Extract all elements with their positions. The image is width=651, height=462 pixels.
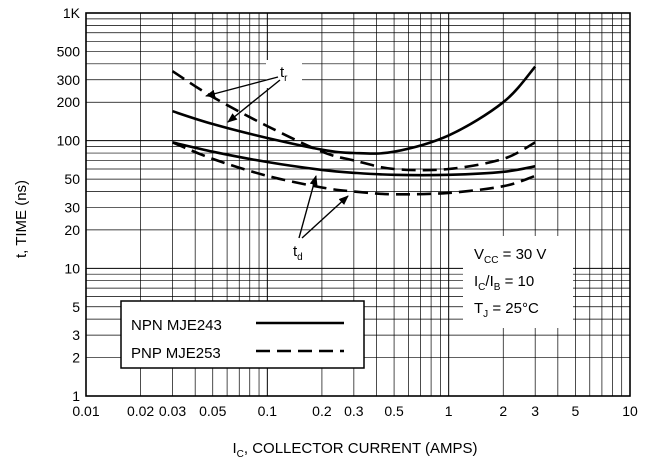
y-tick-label: 3	[72, 327, 80, 343]
annotation-td-arrow-pnp	[301, 195, 349, 239]
condition-tj: TJ = 25°C	[474, 300, 539, 320]
y-tick-label: 1K	[63, 5, 81, 21]
annotation-tr-arrow-npn	[227, 79, 281, 123]
x-tick-label: 0.5	[384, 403, 404, 419]
x-tick-label: 0.2	[312, 403, 332, 419]
annotation-td-bg	[281, 236, 317, 266]
y-axis-label: t, TIME (ns)	[13, 180, 30, 258]
annotation-td: td	[281, 175, 349, 266]
plot-frame	[85, 12, 631, 397]
legend-box	[120, 300, 365, 369]
y-tick-label: 30	[64, 199, 80, 215]
x-tick-label: 0.3	[344, 403, 364, 419]
y-tick-label: 20	[64, 222, 80, 238]
series-npn-td	[172, 141, 536, 177]
y-tick-label: 50	[64, 171, 80, 187]
y-tick-label: 5	[72, 299, 80, 315]
legend-label-pnp: PNP MJE253	[131, 345, 221, 362]
annotation-tr-label: tr	[280, 64, 288, 84]
x-tick-label: 1	[445, 403, 453, 419]
legend: NPN MJE243 PNP MJE253	[120, 300, 365, 369]
series-npn-tr	[172, 65, 537, 155]
annotation-td-label: td	[293, 243, 303, 263]
x-tick-label: 0.02	[127, 403, 154, 419]
x-tick-label: 0.03	[159, 403, 186, 419]
y-tick-label: 2	[72, 350, 80, 366]
y-tick-label: 300	[57, 72, 81, 88]
x-axis-label: IC, COLLECTOR CURRENT (AMPS)	[232, 440, 477, 460]
legend-label-npn: NPN MJE243	[131, 317, 222, 334]
x-tick-label: 0.01	[72, 403, 99, 419]
x-tick-label: 0.1	[258, 403, 278, 419]
x-tick-label: 0.05	[199, 403, 226, 419]
condition-ic-ib: IC/IB = 10	[474, 273, 534, 293]
series-pnp-td	[172, 141, 536, 196]
y-tick-label: 500	[57, 43, 81, 59]
series-pnp-tr	[171, 70, 536, 172]
annotation-tr: tr	[205, 60, 302, 123]
annotation-tr-bg	[266, 60, 302, 88]
x-tick-label: 5	[572, 403, 580, 419]
conditions-box	[463, 236, 573, 328]
y-tick-label: 200	[57, 94, 81, 110]
x-tick-label: 2	[499, 403, 507, 419]
y-tick-label: 10	[64, 260, 80, 276]
y-tick-label: 1	[72, 388, 80, 404]
x-tick-label: 10	[622, 403, 638, 419]
condition-vcc: VCC = 30 V	[474, 246, 546, 266]
annotation-td-arrow-npn	[298, 175, 318, 239]
tick-labels: 0.01 0.02 0.03 0.05 0.1 0.2 0.3 0.5 1 2 3 5 10 1 2 3 5 10…	[57, 5, 638, 419]
conditions: VCC = 30 V IC/IB = 10 TJ = 25°C	[463, 236, 573, 328]
grid	[85, 12, 631, 397]
x-tick-label: 3	[531, 403, 539, 419]
curves	[171, 65, 537, 196]
annotation-tr-arrow-pnp	[205, 76, 279, 98]
y-tick-label: 100	[57, 133, 81, 149]
